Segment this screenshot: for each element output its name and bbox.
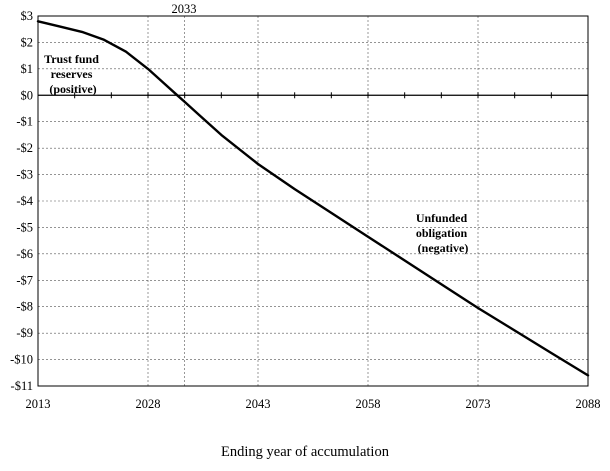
y-tick-label: -$4 — [16, 194, 33, 208]
y-tick-label: -$1 — [16, 115, 33, 129]
annotation-trust-fund-line3: (positive) — [49, 82, 96, 96]
x-tick-label: 2043 — [246, 397, 271, 411]
annotation-trust-fund: Trust fund reserves (positive) — [44, 52, 102, 96]
x-tick-label: 2073 — [466, 397, 491, 411]
y-tick-label: -$8 — [16, 300, 33, 314]
y-tick-label: $0 — [21, 88, 34, 102]
y-tick-label: -$3 — [16, 168, 33, 182]
y-tick-label: -$7 — [16, 273, 33, 287]
annotation-unfunded-line2: obligation — [416, 226, 468, 240]
plot-border — [37, 15, 589, 387]
y-tick-label: -$10 — [10, 353, 33, 367]
y-tick-label: -$2 — [16, 141, 33, 155]
y-tick-label: -$11 — [11, 379, 33, 393]
y-tick-label: $3 — [21, 9, 34, 23]
x-tick-label: 2013 — [26, 397, 51, 411]
y-tick-labels: $3 $2 $1 $0 -$1 -$2 -$3 -$4 -$5 -$6 -$7 -$8 -$9 -$10 -… — [10, 9, 34, 393]
y-tick-label: -$6 — [16, 247, 33, 261]
extra-gridline-label: 2033 — [172, 2, 197, 16]
annotation-unfunded-line3: (negative) — [418, 241, 469, 255]
y-tick-label: -$5 — [16, 220, 33, 234]
series-lines — [36, 20, 590, 377]
annotation-trust-fund-line2: reserves — [51, 67, 93, 81]
y-tick-label: $1 — [21, 62, 34, 76]
y-tick-label: -$9 — [16, 326, 33, 340]
x-tick-label: 2058 — [356, 397, 381, 411]
gridlines — [37, 16, 589, 386]
annotation-unfunded: Unfunded obligation (negative) — [416, 211, 470, 255]
annotation-unfunded-line1: Unfunded — [416, 211, 468, 225]
x-axis-label: Ending year of accumulation — [221, 444, 390, 460]
y-tick-label: $2 — [21, 35, 34, 49]
plot-frame — [37, 15, 589, 387]
annotation-trust-fund-line1: Trust fund — [44, 52, 99, 66]
x-tick-label: 2028 — [136, 397, 161, 411]
x-tick-label: 2088 — [576, 397, 601, 411]
x-tick-labels: 2013 2028 2043 2058 2073 2088 — [26, 397, 601, 411]
series-line — [36, 20, 590, 377]
